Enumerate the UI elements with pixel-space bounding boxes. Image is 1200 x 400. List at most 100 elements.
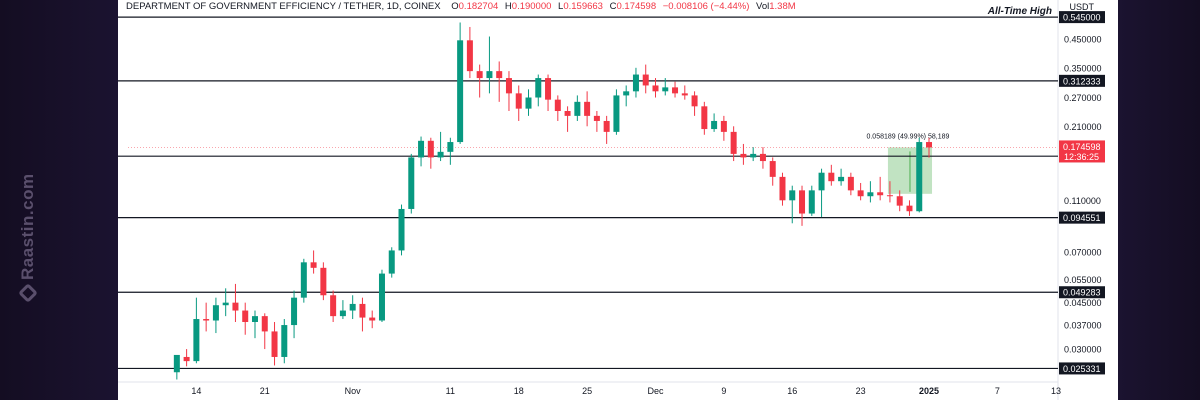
candle-body xyxy=(642,74,649,86)
candle-body xyxy=(808,190,815,214)
candle-body xyxy=(359,303,366,318)
open-value: 0.182704 xyxy=(458,1,499,12)
x-tick-label: Dec xyxy=(647,386,664,396)
candle-body xyxy=(525,97,532,109)
candle-body xyxy=(574,101,581,116)
candle-body xyxy=(203,319,210,321)
y-tick-label: 0.270000 xyxy=(1064,93,1102,103)
candle-body xyxy=(535,78,542,98)
candle-body xyxy=(877,192,884,196)
candle-body xyxy=(496,71,503,79)
candle-body xyxy=(466,40,473,72)
volume-label: Vol xyxy=(756,1,770,12)
candle-body xyxy=(906,205,913,212)
change-value: −0.008106 (−4.44%) xyxy=(662,1,750,12)
x-tick-label: 18 xyxy=(514,386,524,396)
candle-body xyxy=(799,190,806,214)
level-tag-label: 0.025331 xyxy=(1063,364,1101,374)
level-tag xyxy=(1059,362,1105,375)
candle-body xyxy=(173,354,180,373)
y-tick-label: 0.070000 xyxy=(1064,248,1102,258)
level-tag xyxy=(1059,211,1105,224)
candle-body xyxy=(691,95,698,107)
price-chart[interactable]: 0.450000 0.350000 0.270000 0.210000 0.110000… xyxy=(118,0,1118,400)
y-tick-label: 0.110000 xyxy=(1064,196,1101,206)
candle-body xyxy=(261,316,268,332)
candle-body xyxy=(926,142,933,148)
candle-body xyxy=(759,153,766,162)
level-tag xyxy=(1059,11,1105,24)
candle-body xyxy=(242,310,249,323)
x-tick-label: 23 xyxy=(856,386,866,396)
y-tick-label: 0.045000 xyxy=(1064,298,1102,308)
close-label: C xyxy=(609,1,617,12)
candle-body xyxy=(603,120,610,132)
candle-body xyxy=(418,140,425,158)
candle-body xyxy=(828,172,835,182)
candle-body xyxy=(916,142,923,212)
candle-body xyxy=(427,140,434,158)
candle-body xyxy=(769,161,776,177)
level-tag-label: 0.049283 xyxy=(1063,288,1101,298)
candle-body xyxy=(378,273,385,321)
low-label: L xyxy=(558,1,564,12)
x-tick-label: 7 xyxy=(995,386,1000,396)
candle-body xyxy=(662,87,669,92)
x-tick-label: Nov xyxy=(345,386,362,396)
x-tick-label: 14 xyxy=(191,386,201,396)
close-value: 0.174598 xyxy=(616,1,657,12)
candle-body xyxy=(584,101,591,116)
candle-body xyxy=(408,157,415,209)
candle-body xyxy=(886,195,893,197)
measure-label: 0.058189 (49.99%) 58,189 xyxy=(866,133,949,140)
candle-body xyxy=(632,74,639,92)
y-tick-label: 0.210000 xyxy=(1064,122,1102,132)
candle-body xyxy=(857,190,864,197)
open-label: O xyxy=(451,1,459,12)
candle-body xyxy=(789,190,796,201)
left-margin xyxy=(0,0,118,400)
volume-value: 1.38M xyxy=(769,1,796,12)
candle-body xyxy=(720,120,727,132)
candle-body xyxy=(232,302,239,311)
y-tick-label: 0.030000 xyxy=(1064,345,1102,355)
level-tag xyxy=(1059,74,1105,87)
candle-body xyxy=(701,106,708,130)
candle-body xyxy=(779,176,786,201)
last-price-tag xyxy=(1059,140,1105,163)
candle-body xyxy=(486,71,493,79)
candle-body xyxy=(369,317,376,321)
candle-body xyxy=(251,316,258,323)
candle-body xyxy=(212,305,219,321)
chart-panel[interactable]: 0.450000 0.350000 0.270000 0.210000 0.110000… xyxy=(118,0,1118,400)
high-label: H xyxy=(504,1,512,12)
y-tick-label: 0.037000 xyxy=(1064,321,1102,331)
candle-body xyxy=(564,111,571,116)
candle-body xyxy=(183,356,190,362)
symbol-title: DEPARTMENT OF GOVERNMENT EFFICIENCY / TE… xyxy=(126,1,441,12)
candle-body xyxy=(867,192,874,197)
candle-body xyxy=(681,93,688,96)
candle-body xyxy=(515,93,522,109)
candle-body xyxy=(320,267,327,296)
watermark: Raastin.com xyxy=(18,173,38,303)
candle-body xyxy=(437,151,444,158)
candle-body xyxy=(838,176,845,182)
candle-body xyxy=(818,172,825,191)
candle-body xyxy=(652,85,659,92)
level-tag-label: 0.312333 xyxy=(1063,76,1101,86)
x-tick-label: 16 xyxy=(787,386,797,396)
high-value: 0.190000 xyxy=(511,1,552,12)
candle-body xyxy=(222,302,229,306)
candle-body xyxy=(339,310,346,317)
level-tag xyxy=(1059,286,1105,299)
candle-body xyxy=(447,142,454,152)
candle-body xyxy=(750,153,757,158)
candle-body xyxy=(476,71,483,79)
x-tick-label: 9 xyxy=(721,386,726,396)
candle-body xyxy=(291,297,298,326)
candle-body xyxy=(554,99,561,112)
countdown-label: 12:36:25 xyxy=(1064,152,1099,162)
candle-body xyxy=(349,303,356,311)
right-margin xyxy=(1118,0,1200,400)
